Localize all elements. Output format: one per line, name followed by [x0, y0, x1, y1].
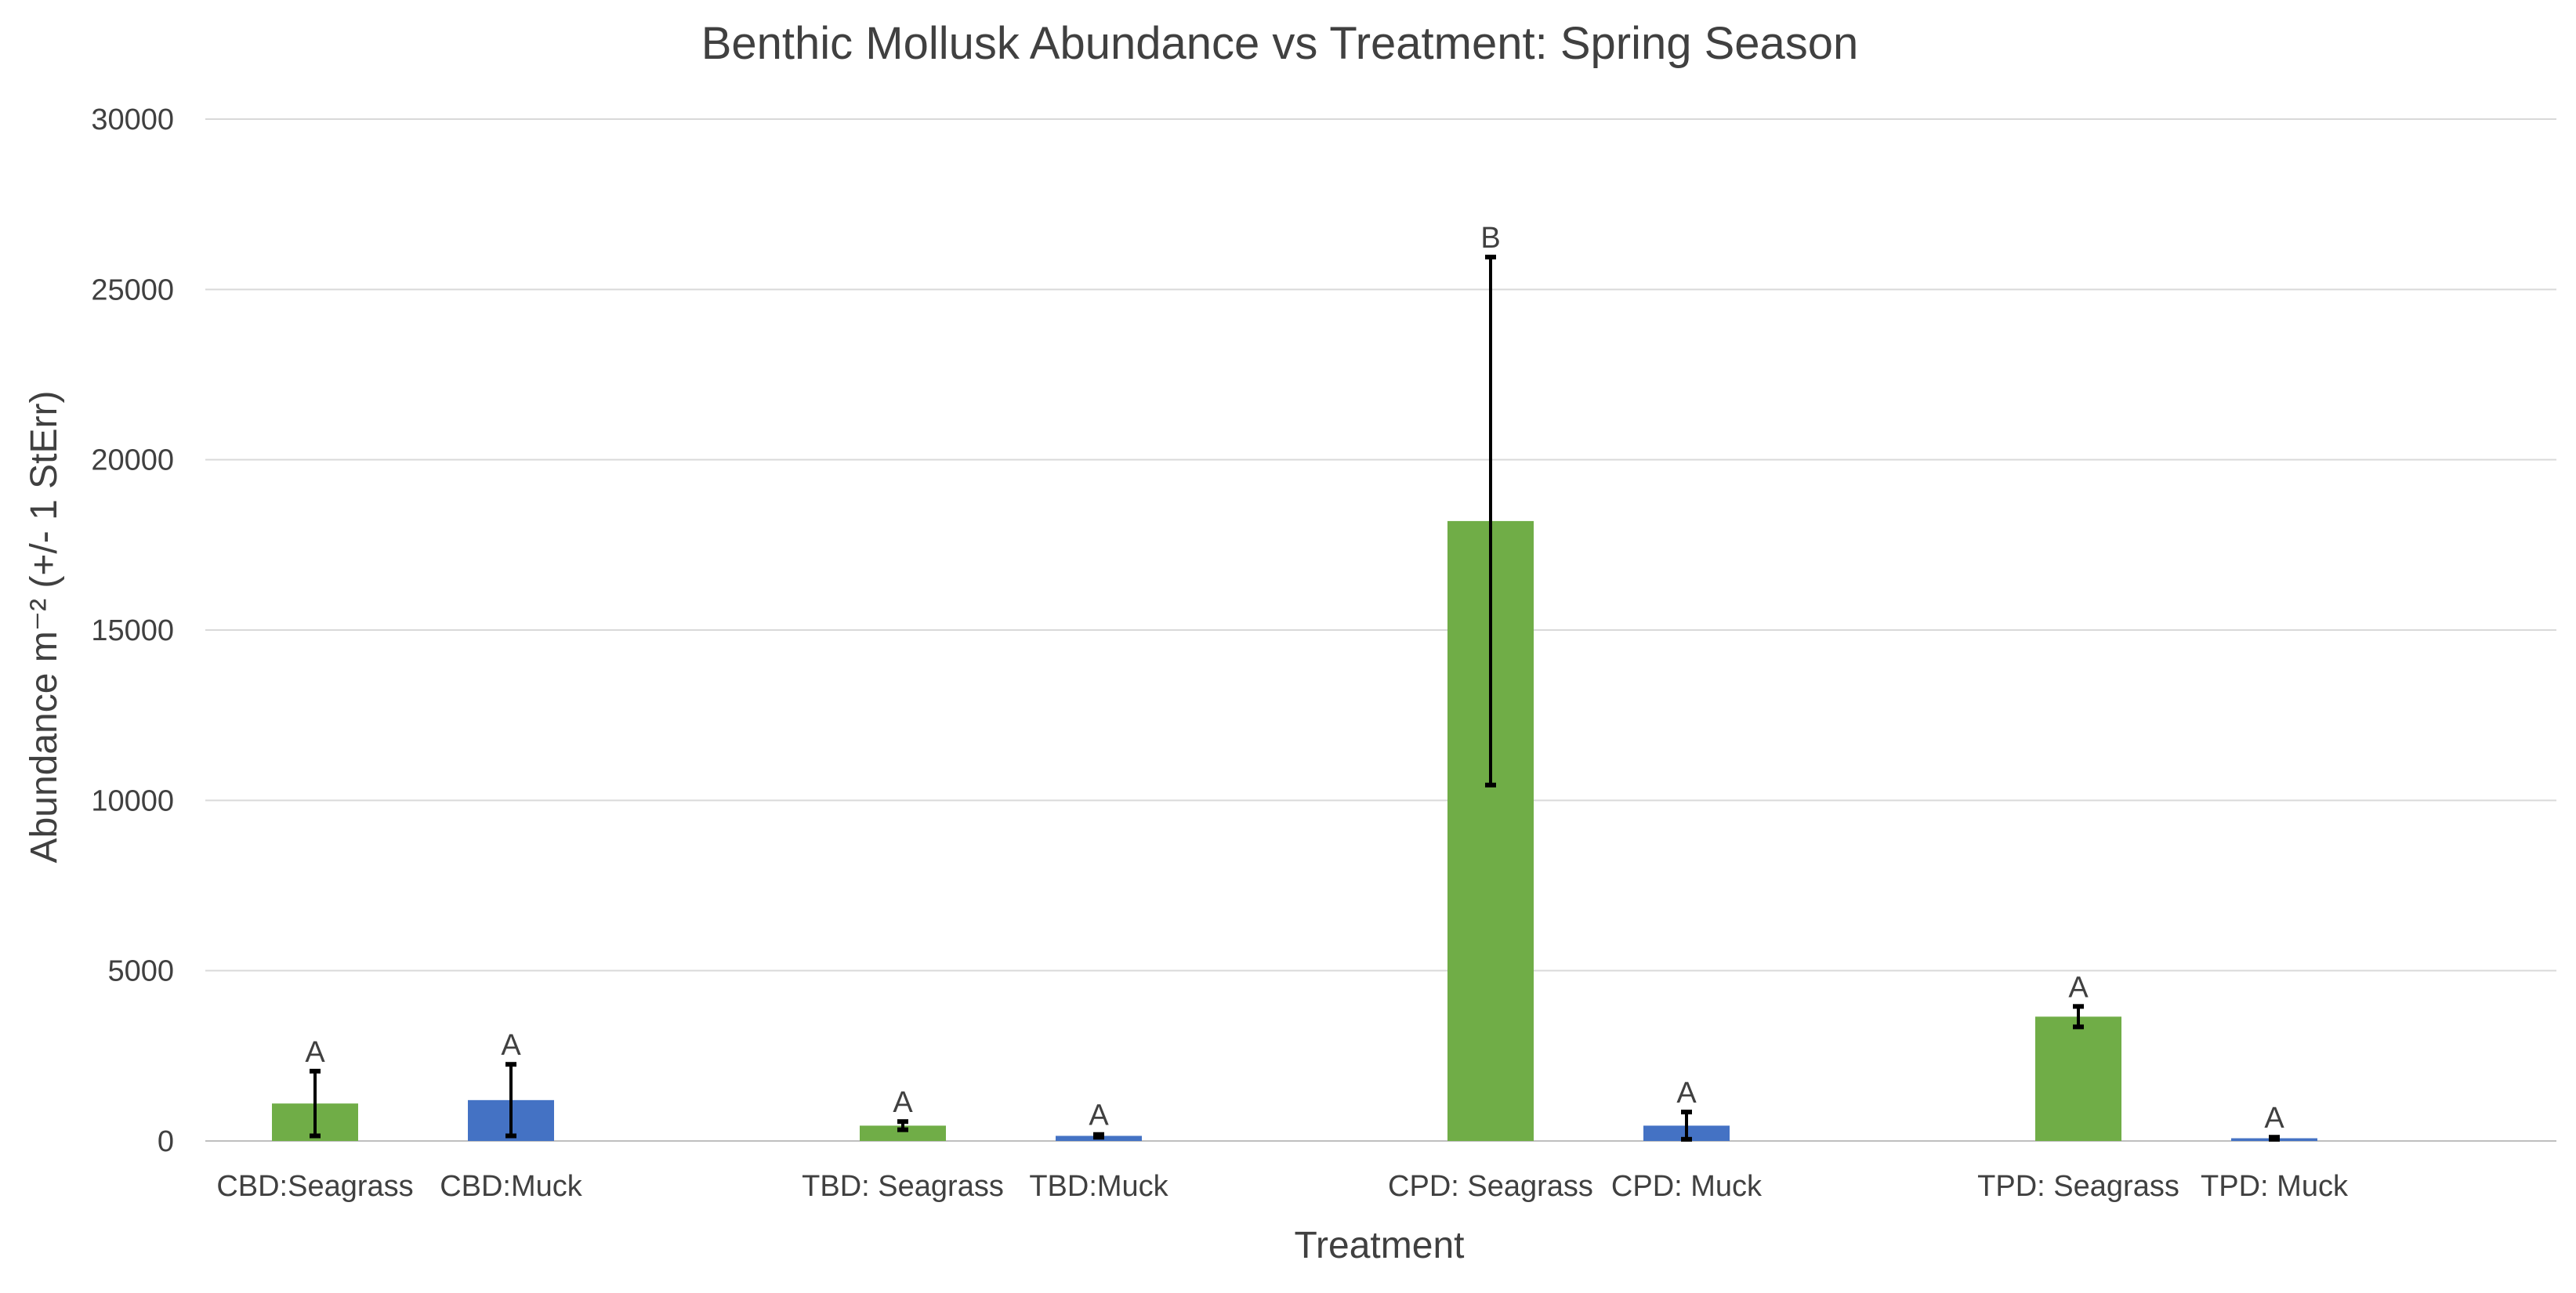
y-tick-label: 0: [158, 1125, 174, 1158]
category-label: TPD: Seagrass: [1977, 1170, 2179, 1203]
x-axis-title: Treatment: [1295, 1225, 1465, 1266]
y-tick-label: 30000: [91, 103, 174, 136]
category-label: CBD:Muck: [440, 1170, 583, 1203]
gridlines: [205, 118, 2556, 1142]
bar-seagrass: [2035, 1016, 2121, 1141]
y-tick-label: 15000: [91, 614, 174, 647]
category-label: CBD:Seagrass: [216, 1170, 413, 1203]
y-axis-title: Abundance m⁻² (+/- 1 StErr): [24, 391, 65, 864]
significance-letter: A: [1089, 1099, 1109, 1132]
category-label: TBD:Muck: [1029, 1170, 1168, 1203]
y-tick-label: 5000: [107, 955, 174, 988]
chart-title: Benthic Mollusk Abundance vs Treatment: …: [701, 18, 1859, 69]
category-label: TPD: Muck: [2201, 1170, 2349, 1203]
bars: [272, 520, 2317, 1141]
category-label: CPD: Seagrass: [1388, 1170, 1593, 1203]
y-tick-label: 10000: [91, 784, 174, 817]
y-axis-ticks: 0 5000 10000 15000 20000 25000 30000: [91, 103, 174, 1158]
significance-letter: A: [1676, 1077, 1697, 1110]
error-bars: [310, 255, 2280, 1142]
significance-letter: A: [893, 1086, 913, 1119]
significance-letter: A: [305, 1036, 325, 1069]
y-tick-label: 20000: [91, 444, 174, 477]
y-tick-label: 25000: [91, 273, 174, 306]
significance-letter: B: [1480, 222, 1500, 255]
category-label: TBD: Seagrass: [802, 1170, 1004, 1203]
significance-letter: A: [2264, 1102, 2284, 1135]
bar-seagrass: [860, 1125, 946, 1141]
category-labels: CBD:Seagrass CBD:Muck TBD: Seagrass TBD:Muc…: [216, 1170, 2349, 1203]
significance-letter: A: [501, 1029, 521, 1062]
significance-letter: A: [2068, 971, 2089, 1004]
category-label: CPD: Muck: [1611, 1170, 1763, 1203]
significance-letters: A A A A B A A A: [305, 222, 2284, 1135]
